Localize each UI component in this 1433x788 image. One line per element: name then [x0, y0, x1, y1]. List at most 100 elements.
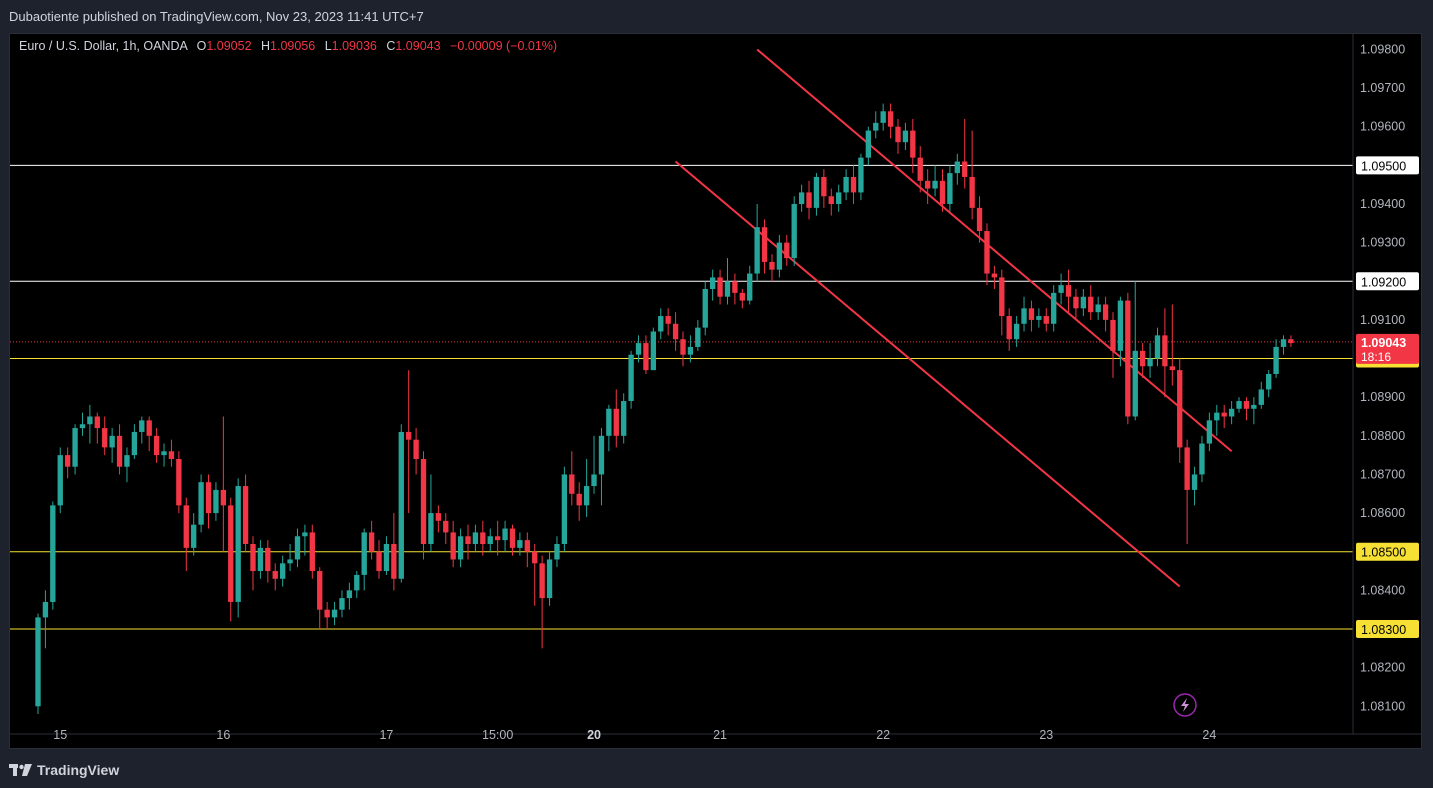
candle[interactable]	[984, 223, 990, 286]
candle[interactable]	[1088, 285, 1094, 320]
candle[interactable]	[35, 613, 41, 714]
candle[interactable]	[561, 466, 568, 552]
candle[interactable]	[1043, 308, 1049, 332]
candle[interactable]	[213, 482, 219, 521]
symbol-name[interactable]: Euro / U.S. Dollar, 1h, OANDA	[19, 39, 188, 53]
candle[interactable]	[813, 173, 820, 216]
candle[interactable]	[828, 188, 834, 216]
candle[interactable]	[709, 269, 716, 301]
candle[interactable]	[517, 532, 523, 556]
candle[interactable]	[79, 412, 86, 436]
candle[interactable]	[643, 335, 649, 374]
candle[interactable]	[843, 169, 849, 201]
candle[interactable]	[1273, 339, 1279, 378]
candle[interactable]	[50, 501, 56, 610]
candle[interactable]	[1036, 308, 1042, 328]
candle[interactable]	[850, 165, 857, 204]
candle[interactable]	[546, 551, 553, 606]
candle[interactable]	[450, 520, 456, 568]
channel-lower-trendline[interactable]	[674, 160, 1181, 588]
candle[interactable]	[532, 544, 538, 606]
candle[interactable]	[294, 528, 301, 568]
candle[interactable]	[494, 520, 501, 556]
candle[interactable]	[798, 184, 805, 212]
candle[interactable]	[465, 524, 471, 560]
candle[interactable]	[64, 447, 71, 479]
candle[interactable]	[161, 443, 167, 467]
candle[interactable]	[354, 571, 360, 599]
candle[interactable]	[1021, 296, 1027, 332]
candle[interactable]	[168, 439, 175, 467]
channel-upper-trendline[interactable]	[756, 48, 1233, 453]
candle[interactable]	[806, 180, 812, 220]
candle[interactable]	[924, 169, 931, 204]
candle[interactable]	[331, 601, 338, 626]
candle[interactable]	[665, 308, 671, 336]
candle[interactable]	[1125, 292, 1131, 425]
candle[interactable]	[235, 478, 241, 618]
candle[interactable]	[153, 428, 160, 463]
candle[interactable]	[250, 536, 256, 591]
candle[interactable]	[1117, 296, 1124, 367]
candle[interactable]	[1139, 343, 1146, 378]
candle[interactable]	[57, 447, 63, 514]
candle[interactable]	[865, 126, 872, 166]
candle[interactable]	[1110, 312, 1116, 378]
candle[interactable]	[613, 389, 619, 448]
candle[interactable]	[205, 474, 212, 529]
candle[interactable]	[1288, 335, 1294, 347]
price-chart[interactable]: 1.09800 1.09700 1.09600 1.09400 1.09300 1.091…	[10, 34, 1421, 748]
candle[interactable]	[554, 536, 560, 568]
lightning-icon[interactable]	[1173, 693, 1197, 717]
candle[interactable]	[146, 416, 152, 452]
candle[interactable]	[976, 196, 983, 243]
candle[interactable]	[398, 424, 404, 583]
candle[interactable]	[1266, 370, 1272, 398]
candle[interactable]	[435, 505, 442, 533]
candle[interactable]	[317, 567, 323, 629]
candle[interactable]	[457, 528, 464, 568]
candle[interactable]	[1073, 289, 1079, 320]
candle[interactable]	[635, 335, 642, 363]
candle[interactable]	[279, 555, 286, 587]
candle[interactable]	[1221, 404, 1227, 429]
candle[interactable]	[1051, 285, 1057, 332]
candle[interactable]	[650, 327, 657, 371]
candle[interactable]	[376, 540, 382, 579]
candle[interactable]	[124, 447, 130, 483]
candle[interactable]	[1258, 381, 1264, 409]
candle[interactable]	[1184, 439, 1190, 544]
candle[interactable]	[257, 540, 264, 579]
candle[interactable]	[265, 540, 271, 583]
candle[interactable]	[917, 146, 923, 193]
candle[interactable]	[576, 482, 582, 521]
candle[interactable]	[346, 582, 353, 610]
candle[interactable]	[732, 273, 738, 305]
candle[interactable]	[420, 451, 427, 560]
candle[interactable]	[109, 428, 115, 463]
candle[interactable]	[954, 153, 960, 185]
candle[interactable]	[94, 412, 100, 444]
candle[interactable]	[502, 520, 508, 552]
candle[interactable]	[428, 474, 434, 552]
candle[interactable]	[598, 428, 605, 506]
candle[interactable]	[932, 165, 938, 197]
candle[interactable]	[1006, 308, 1012, 351]
candle[interactable]	[383, 536, 390, 575]
candle[interactable]	[1095, 296, 1101, 320]
candle[interactable]	[1280, 335, 1287, 355]
candle[interactable]	[895, 119, 901, 154]
candle[interactable]	[628, 350, 634, 409]
candle[interactable]	[702, 281, 708, 336]
candle[interactable]	[739, 289, 745, 309]
candle[interactable]	[287, 544, 293, 572]
candle[interactable]	[302, 524, 308, 556]
candle[interactable]	[42, 590, 49, 649]
candle[interactable]	[1177, 358, 1183, 463]
candle[interactable]	[791, 196, 797, 266]
candle[interactable]	[539, 555, 545, 649]
candle[interactable]	[1132, 281, 1138, 421]
candle[interactable]	[591, 435, 597, 494]
candle[interactable]	[242, 474, 249, 552]
candle[interactable]	[724, 258, 731, 305]
